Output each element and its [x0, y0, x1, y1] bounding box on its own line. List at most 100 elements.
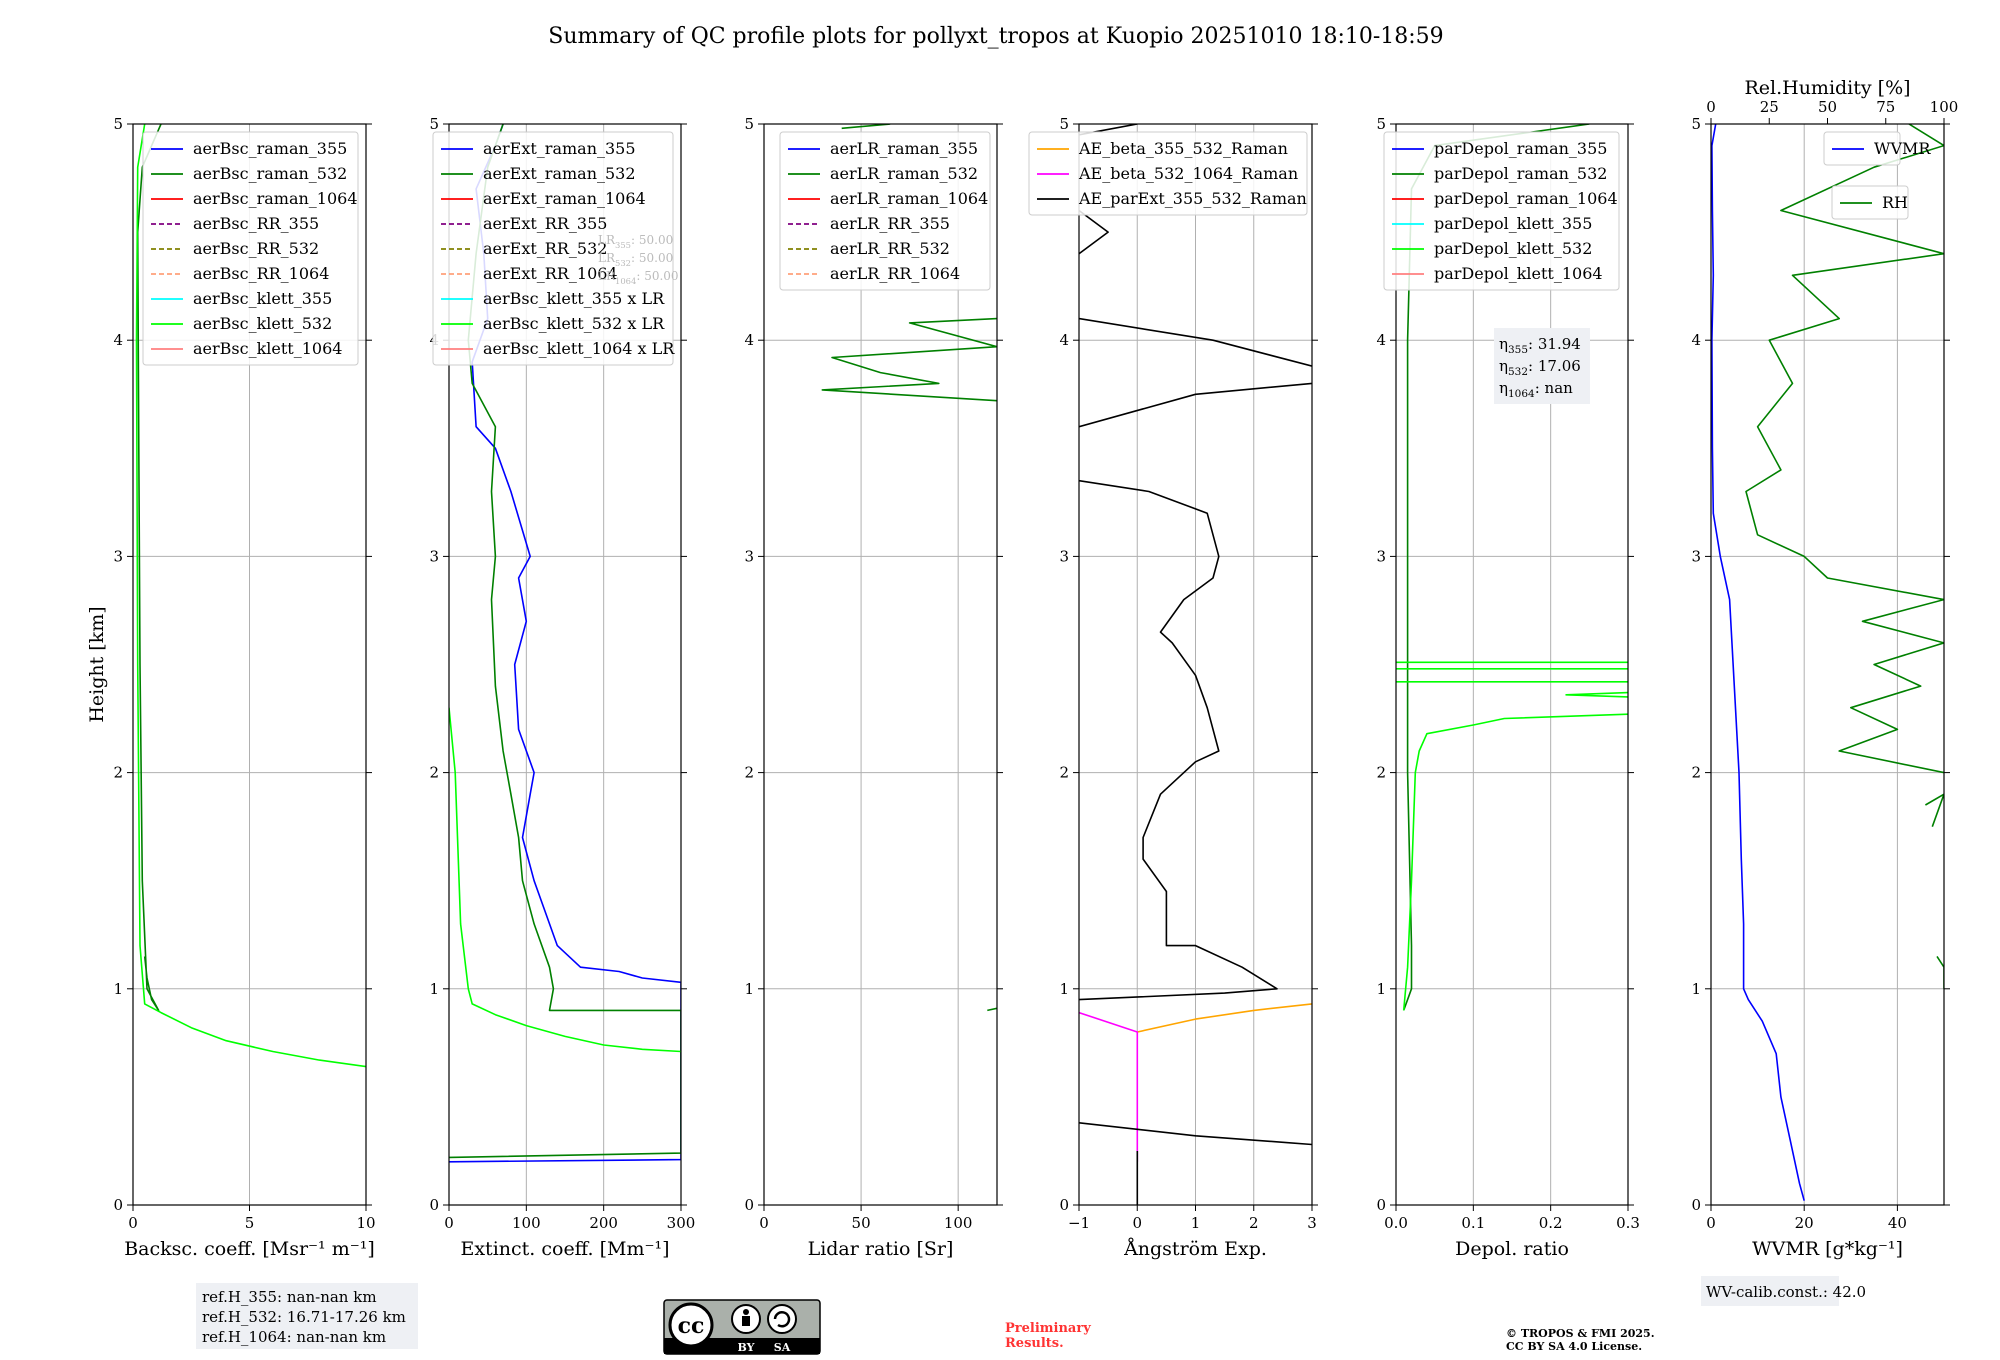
copyright-line-2: CC BY SA 4.0 License. [1506, 1340, 1642, 1353]
x-tick-label: −1 [1068, 1214, 1090, 1232]
panel-lidar-ratio: 0 50 100 0 1 2 3 4 5 Lidar ratio [Sr] aerLR_raman_… [744, 115, 1003, 1260]
x-tick-label: 40 [1888, 1214, 1907, 1232]
legend: aerBsc_raman_355 aerBsc_raman_532 aerBsc_r… [142, 131, 359, 366]
legend-label: aerLR_RR_1064 [830, 264, 960, 283]
legend: parDepol_raman_355 parDepol_raman_532 parD… [1383, 131, 1620, 291]
top-x-tick-label: 25 [1760, 98, 1779, 116]
x-tick-label: 0.0 [1384, 1214, 1408, 1232]
top-x-tick-label: 100 [1930, 98, 1959, 116]
legend-label: aerExt_raman_1064 [483, 189, 646, 208]
series-aerBsc_klett_532 x LR [449, 707, 681, 1053]
series-aerLR_raman_532 [987, 1007, 997, 1012]
lidar-ratio-setting: LR1064: 50.00 [598, 269, 679, 286]
ref-height-line: ref.H_532: 16.71-17.26 km [202, 1308, 406, 1326]
lidar-ratio-setting: LR532: 50.00 [598, 251, 673, 268]
x-tick-label: 0 [128, 1214, 138, 1232]
y-tick-label: 1 [429, 980, 439, 998]
legend-label: aerLR_raman_355 [830, 139, 978, 158]
legend-label: aerBsc_klett_532 [193, 314, 332, 333]
copyright-line-1: © TROPOS & FMI 2025. [1506, 1327, 1655, 1340]
series-RH [1936, 955, 1944, 989]
cc-license-badge: cc BY SA [663, 1299, 821, 1355]
cc-text: cc [678, 1313, 705, 1339]
legend-label: parDepol_raman_1064 [1434, 189, 1618, 208]
y-tick-label: 0 [1691, 1196, 1701, 1214]
x-tick-label: 0 [1132, 1214, 1142, 1232]
y-tick-label: 5 [1059, 115, 1069, 133]
ref-height-line: ref.H_1064: nan-nan km [202, 1328, 386, 1346]
x-tick-label: 1 [1191, 1214, 1201, 1232]
legend-label: aerBsc_klett_355 x LR [483, 289, 665, 308]
by-text: BY [738, 1341, 755, 1354]
series-AE_parExt_355_532_Raman [1079, 479, 1278, 1001]
legend: AE_beta_355_532_Raman AE_beta_532_1064_Ra… [1028, 131, 1308, 216]
x-tick-label: 20 [1795, 1214, 1814, 1232]
axes-frame [763, 123, 998, 1206]
top-x-tick-label: 75 [1876, 98, 1895, 116]
panel-wvmr: 0 20 40 0 1 2 3 4 5 WVMR [g*kg⁻¹] 0 25 50 75 100 Rel.Hu… [1691, 77, 1958, 1306]
y-tick-label: 1 [744, 980, 754, 998]
y-tick-label: 3 [113, 547, 123, 565]
legend-label: aerExt_raman_532 [483, 164, 636, 183]
y-tick-label: 5 [429, 115, 439, 133]
preliminary-line-1: Preliminary [1005, 1321, 1091, 1336]
y-tick-label: 2 [1059, 764, 1069, 782]
series-AE_parExt_355_532_Raman [1079, 209, 1109, 255]
series-RH [1924, 793, 1944, 827]
series-AE_beta_355_532_Raman [1137, 1003, 1312, 1033]
y-tick-label: 3 [744, 547, 754, 565]
legend-label: aerExt_RR_532 [483, 239, 607, 258]
eta-value: η1064: nan [1499, 379, 1573, 400]
x-tick-label: 300 [667, 1214, 696, 1232]
legend-box [142, 131, 359, 366]
x-tick-label: 2 [1249, 1214, 1259, 1232]
y-axis-label: Height [km] [86, 606, 108, 722]
legend-box [1028, 131, 1308, 216]
legend-label: aerLR_RR_532 [830, 239, 950, 258]
eta-value: η355: 31.94 [1499, 335, 1581, 356]
x-tick-label: 200 [589, 1214, 618, 1232]
legend-label: aerBsc_klett_355 [193, 289, 332, 308]
legend-label: parDepol_raman_355 [1434, 139, 1607, 158]
series-aerLR_raman_532 [841, 124, 891, 130]
x-tick-label: 0 [1706, 1214, 1716, 1232]
y-tick-label: 3 [1059, 547, 1069, 565]
x-tick-label: 0.1 [1461, 1214, 1485, 1232]
legend-label: parDepol_raman_532 [1434, 164, 1607, 183]
series-WVMR [1711, 124, 1805, 1201]
plot-area [135, 124, 366, 1068]
y-tick-label: 1 [1059, 980, 1069, 998]
top-x-tick-label: 0 [1706, 98, 1716, 116]
legend: WVMR [1823, 131, 1931, 166]
legend-label: aerBsc_raman_1064 [193, 189, 358, 208]
legend-label: parDepol_klett_1064 [1434, 264, 1603, 283]
legend-label: aerBsc_raman_355 [193, 139, 347, 158]
legend-label: aerBsc_klett_532 x LR [483, 314, 665, 333]
sa-text: SA [774, 1341, 791, 1354]
series-AE_beta_532_1064_Raman [1079, 1011, 1139, 1162]
x-tick-label: 3 [1307, 1214, 1317, 1232]
y-tick-label: 0 [1376, 1196, 1386, 1214]
top-x-axis-label: Rel.Humidity [%] [1744, 77, 1910, 99]
series-parDepol_klett_532 [1565, 691, 1628, 698]
y-tick-label: 4 [744, 331, 754, 349]
panel-backscatter: 0 5 10 0 1 2 3 4 5 Backsc. coeff. [Msr⁻¹ m⁻¹] Heig… [86, 115, 418, 1349]
y-tick-label: 1 [113, 980, 123, 998]
y-tick-label: 0 [113, 1196, 123, 1214]
x-tick-label: 100 [512, 1214, 541, 1232]
series-aerBsc_klett_532 [135, 124, 366, 1068]
legend-label: aerLR_RR_355 [830, 214, 950, 233]
legend-label: aerLR_raman_532 [830, 164, 978, 183]
y-tick-label: 0 [429, 1196, 439, 1214]
legend: aerExt_raman_355 aerExt_raman_532 aerExt_r… [432, 131, 675, 366]
y-tick-label: 2 [429, 764, 439, 782]
legend-label: aerBsc_klett_1064 x LR [483, 339, 675, 358]
x-axis-label: Depol. ratio [1455, 1238, 1569, 1260]
y-tick-label: 3 [1691, 547, 1701, 565]
y-tick-label: 0 [744, 1196, 754, 1214]
y-tick-label: 4 [113, 331, 123, 349]
y-tick-label: 4 [1691, 331, 1701, 349]
legend-label: AE_beta_355_532_Raman [1078, 139, 1288, 158]
